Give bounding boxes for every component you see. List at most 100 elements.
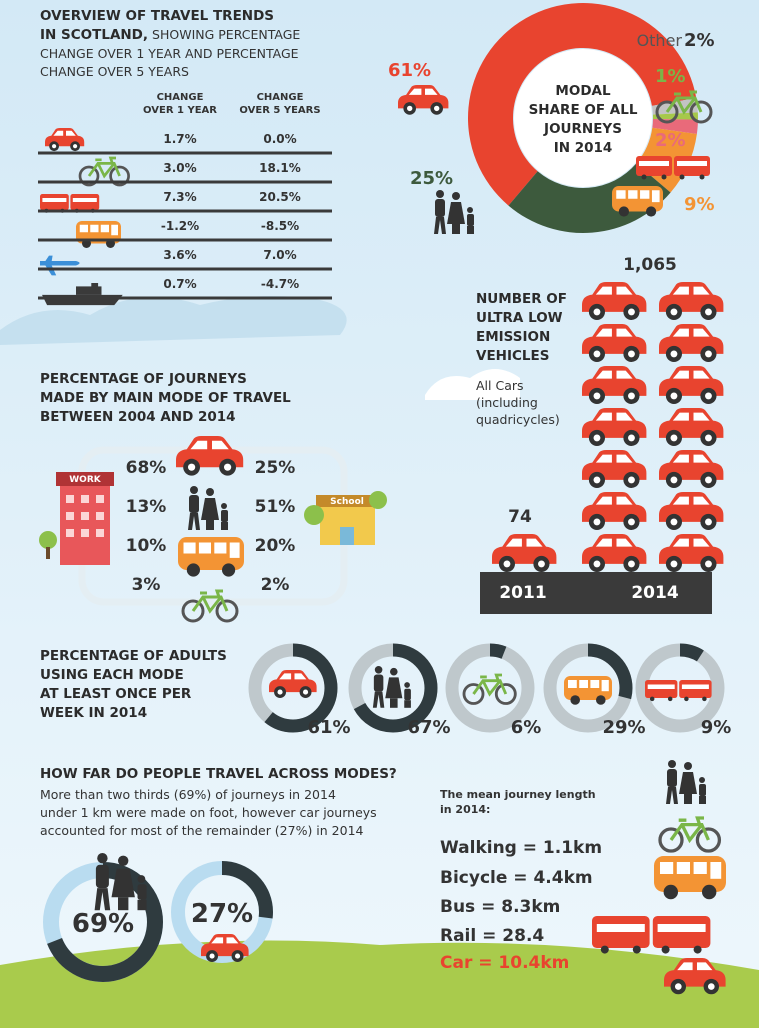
body — [435, 199, 445, 217]
frame — [191, 589, 229, 614]
bus-window — [229, 542, 240, 558]
donut-title: MODAL — [555, 83, 611, 99]
section-title: MADE BY MAIN MODE OF TRAVEL — [40, 390, 291, 406]
car-icon — [582, 324, 647, 362]
hub — [670, 560, 678, 568]
hub — [52, 144, 57, 149]
bus-icon — [654, 856, 726, 900]
window — [96, 512, 104, 520]
bike-icon — [462, 673, 517, 705]
head — [190, 486, 198, 494]
body-text: More than two thirds (69%) of journeys i… — [40, 787, 336, 802]
pictogram-value-label: 74 — [508, 507, 532, 527]
hub — [593, 308, 601, 316]
ring-value-label: 67% — [407, 717, 450, 738]
column-header: OVER 5 YEARS — [239, 105, 320, 116]
wheel — [661, 945, 670, 954]
head — [668, 760, 676, 768]
note: All Cars — [476, 378, 524, 393]
frame — [472, 673, 508, 697]
walk-icon — [434, 190, 474, 234]
wheel — [600, 945, 609, 954]
bus-window — [590, 680, 600, 688]
car-icon — [659, 408, 724, 446]
car-window — [672, 286, 689, 295]
table-cell: 1.7% — [163, 132, 196, 146]
train-icon — [645, 680, 712, 702]
hub — [670, 350, 678, 358]
hub — [670, 392, 678, 400]
body — [221, 510, 228, 522]
bus-window — [79, 224, 88, 233]
ring-arc — [248, 643, 338, 733]
car-window — [595, 496, 612, 505]
hub — [628, 392, 635, 400]
body — [467, 214, 474, 226]
hub — [628, 518, 635, 526]
bus-window — [90, 224, 99, 233]
table-cell: 7.3% — [163, 190, 196, 204]
wheel — [641, 174, 647, 180]
car-window — [616, 496, 633, 505]
table-cell: 3.6% — [163, 248, 196, 262]
car-window — [697, 962, 713, 971]
legs — [467, 226, 474, 234]
hub — [705, 560, 712, 568]
donut-value-label: 9% — [684, 194, 715, 215]
wheel — [181, 599, 205, 623]
hub — [670, 308, 678, 316]
hub — [303, 689, 309, 695]
hub — [593, 518, 601, 526]
car-window — [595, 370, 612, 379]
donut-title: IN 2014 — [554, 140, 613, 156]
bike-icon — [655, 90, 713, 124]
school-label: School — [330, 497, 364, 507]
car-window — [595, 328, 612, 337]
window — [96, 529, 104, 537]
donut-value-label: 2% — [655, 130, 686, 151]
car-icon — [659, 324, 724, 362]
category-label: 2011 — [499, 583, 546, 603]
donut-hole — [514, 49, 652, 187]
ring-arc — [348, 643, 438, 733]
train-window — [42, 198, 67, 202]
bus-icon — [564, 676, 612, 705]
car-icon — [659, 450, 724, 488]
hub — [434, 105, 440, 112]
car-window — [672, 496, 689, 505]
car-window — [693, 454, 710, 463]
wheel — [596, 695, 606, 705]
wheel — [702, 884, 717, 900]
car-icon — [398, 85, 449, 115]
car-window — [693, 370, 710, 379]
window — [81, 529, 89, 537]
car-window — [595, 454, 612, 463]
journey-value: 2% — [261, 575, 290, 595]
subtitle: SHOWING PERCENTAGE — [152, 27, 300, 42]
table-cell: 3.0% — [163, 161, 196, 175]
pictogram-bar — [582, 282, 724, 572]
hub — [235, 953, 241, 959]
wheel — [667, 696, 673, 702]
hub — [593, 350, 601, 358]
hub — [628, 476, 635, 484]
head — [467, 207, 473, 213]
legs — [452, 224, 460, 234]
wheel — [658, 827, 684, 853]
car-icon — [582, 450, 647, 488]
wheel — [655, 100, 679, 124]
car-window — [526, 538, 543, 547]
car-window — [672, 370, 689, 379]
bus-window — [660, 862, 674, 874]
hull — [42, 294, 123, 306]
train-window — [677, 161, 707, 166]
car-icon — [582, 534, 647, 572]
column-header: CHANGE — [157, 92, 204, 103]
wheel — [646, 206, 657, 217]
section-title: PERCENTAGE OF JOURNEYS — [40, 371, 247, 387]
body — [189, 495, 199, 513]
work-sign — [56, 472, 114, 486]
car-window — [595, 286, 612, 295]
section-title: PERCENTAGE OF ADULTS — [40, 648, 227, 664]
hub — [209, 953, 215, 959]
